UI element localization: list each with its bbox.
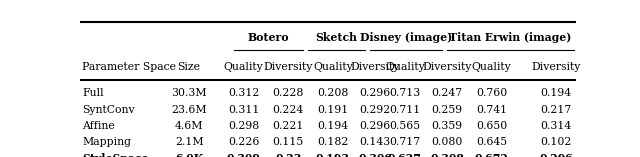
Text: Affine: Affine — [83, 121, 115, 131]
Text: Sketch: Sketch — [316, 32, 358, 43]
Text: Parameter Space: Parameter Space — [83, 62, 177, 72]
Text: 2.1M: 2.1M — [175, 137, 204, 147]
Text: Disney (image): Disney (image) — [360, 32, 452, 43]
Text: 23.6M: 23.6M — [172, 105, 207, 114]
Text: 0.217: 0.217 — [541, 105, 572, 114]
Text: 0.224: 0.224 — [273, 105, 304, 114]
Text: 0.191: 0.191 — [317, 105, 349, 114]
Text: 0.311: 0.311 — [228, 105, 259, 114]
Text: 0.672: 0.672 — [475, 153, 509, 157]
Text: 0.312: 0.312 — [228, 88, 259, 98]
Text: 0.296: 0.296 — [540, 153, 573, 157]
Text: 0.308: 0.308 — [430, 153, 464, 157]
Text: Botero: Botero — [248, 32, 289, 43]
Text: 0.565: 0.565 — [389, 121, 420, 131]
Text: 0.23: 0.23 — [275, 153, 301, 157]
Text: 0.741: 0.741 — [476, 105, 508, 114]
Text: 0.296: 0.296 — [360, 88, 391, 98]
Text: 0.760: 0.760 — [476, 88, 508, 98]
Text: 0.296: 0.296 — [360, 121, 391, 131]
Text: 0.292: 0.292 — [360, 105, 391, 114]
Text: 0.193: 0.193 — [316, 153, 350, 157]
Text: 0.309: 0.309 — [227, 153, 260, 157]
Text: Quality: Quality — [313, 62, 353, 72]
Text: 0.208: 0.208 — [317, 88, 349, 98]
Text: Diversity: Diversity — [264, 62, 313, 72]
Text: 0.115: 0.115 — [273, 137, 304, 147]
Text: 0.314: 0.314 — [541, 121, 572, 131]
Text: 0.650: 0.650 — [476, 121, 508, 131]
Text: Full: Full — [83, 88, 104, 98]
Text: 4.6M: 4.6M — [175, 121, 204, 131]
Text: 0.298: 0.298 — [228, 121, 259, 131]
Text: 0.627: 0.627 — [388, 153, 422, 157]
Text: 0.226: 0.226 — [228, 137, 259, 147]
Text: Diversity: Diversity — [531, 62, 581, 72]
Text: 0.182: 0.182 — [317, 137, 349, 147]
Text: 0.143: 0.143 — [360, 137, 391, 147]
Text: 0.247: 0.247 — [431, 88, 463, 98]
Text: 0.221: 0.221 — [273, 121, 304, 131]
Text: Quality: Quality — [385, 62, 425, 72]
Text: Diversity: Diversity — [351, 62, 400, 72]
Text: Size: Size — [178, 62, 200, 72]
Text: 0.194: 0.194 — [541, 88, 572, 98]
Text: 0.194: 0.194 — [317, 121, 349, 131]
Text: 30.3M: 30.3M — [172, 88, 207, 98]
Text: 0.306: 0.306 — [358, 153, 392, 157]
Text: 0.359: 0.359 — [431, 121, 463, 131]
Text: SyntConv: SyntConv — [83, 105, 135, 114]
Text: 0.102: 0.102 — [540, 137, 572, 147]
Text: 0.713: 0.713 — [389, 88, 420, 98]
Text: Quality: Quality — [224, 62, 264, 72]
Text: 0.228: 0.228 — [273, 88, 304, 98]
Text: 6.0K: 6.0K — [175, 153, 204, 157]
Text: Mapping: Mapping — [83, 137, 131, 147]
Text: 0.259: 0.259 — [431, 105, 463, 114]
Text: Diversity: Diversity — [422, 62, 472, 72]
Text: Quality: Quality — [472, 62, 511, 72]
Text: 0.717: 0.717 — [389, 137, 420, 147]
Text: 0.645: 0.645 — [476, 137, 508, 147]
Text: 0.080: 0.080 — [431, 137, 463, 147]
Text: Titan Erwin (image): Titan Erwin (image) — [449, 32, 572, 43]
Text: 0.711: 0.711 — [389, 105, 420, 114]
Text: StyleSpace: StyleSpace — [83, 153, 149, 157]
